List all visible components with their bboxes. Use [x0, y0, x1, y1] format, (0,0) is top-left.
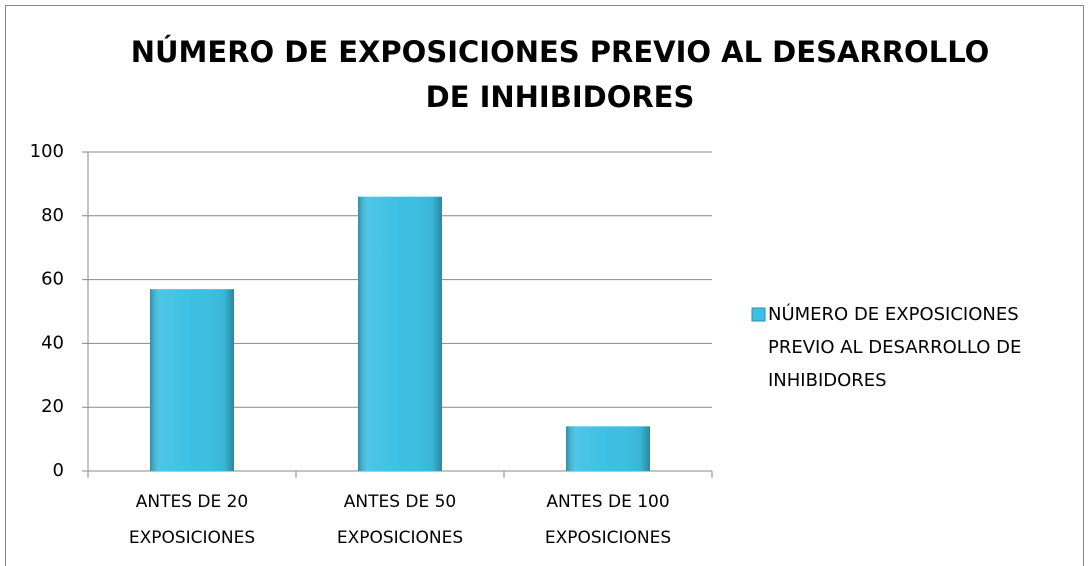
bar-shade — [358, 196, 442, 471]
y-tick-label: 80 — [41, 205, 64, 226]
y-tick-label: 20 — [41, 396, 64, 417]
legend-swatch — [751, 307, 766, 322]
legend-label: NÚMERO DE EXPOSICIONES PREVIO AL DESARRO… — [768, 304, 1022, 391]
bar-shade — [150, 289, 234, 471]
x-tick-label: ANTES DE 20 EXPOSICIONES — [128, 492, 256, 548]
chart-title: NÚMERO DE EXPOSICIONES PREVIO AL DESARRO… — [130, 35, 990, 114]
y-tick-label: 60 — [41, 269, 64, 290]
chart-border — [5, 5, 1084, 566]
y-tick-label: 0 — [53, 460, 64, 481]
bar-shade — [566, 426, 650, 471]
x-tick-label: ANTES DE 50 EXPOSICIONES — [336, 492, 464, 548]
x-tick-label: ANTES DE 100 EXPOSICIONES — [544, 492, 672, 548]
y-tick-label: 40 — [41, 332, 64, 353]
y-tick-label: 100 — [30, 141, 64, 162]
